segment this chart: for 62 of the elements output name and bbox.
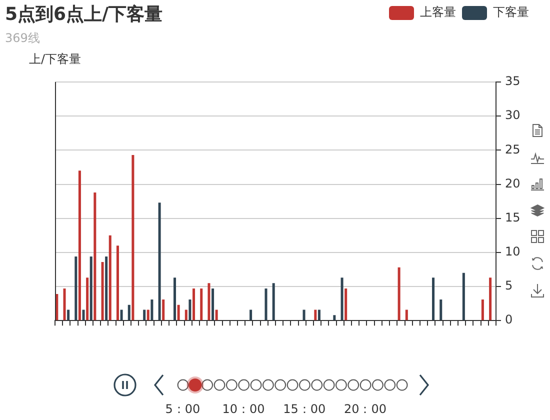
y-tick-label: 20 — [505, 176, 520, 190]
bar — [489, 278, 492, 320]
bar — [432, 278, 435, 320]
bar — [105, 256, 108, 320]
legend-label: 上客量 — [420, 5, 456, 20]
bar — [318, 310, 320, 320]
y-tick-label: 0 — [505, 312, 513, 327]
bar — [67, 310, 70, 320]
bar — [101, 262, 104, 320]
bar — [405, 310, 408, 320]
bar — [250, 310, 252, 320]
bar — [192, 288, 196, 320]
bar — [272, 283, 275, 320]
bar — [440, 299, 442, 320]
bar — [146, 310, 150, 320]
y-tick-label: 25 — [505, 142, 520, 156]
bar — [398, 267, 400, 320]
legend-label: 下客量 — [493, 5, 529, 20]
bar — [314, 310, 317, 320]
text: 20：00 — [344, 402, 387, 416]
bar — [212, 288, 214, 320]
chart-title: 5点到6点上/下客量 — [5, 3, 163, 26]
bar — [462, 272, 465, 320]
bar — [344, 288, 348, 320]
bar — [82, 310, 85, 320]
bar — [340, 278, 344, 320]
bar — [158, 202, 161, 320]
bar — [74, 256, 78, 320]
bar — [63, 288, 66, 320]
text: 5：00 — [165, 402, 200, 416]
bar — [333, 315, 336, 320]
chart-subtitle: 369线 — [5, 30, 40, 47]
y-tick-label: 5 — [505, 278, 513, 293]
bar — [150, 299, 154, 320]
text: 10：00 — [222, 402, 265, 416]
bar — [188, 299, 192, 320]
bar — [90, 256, 92, 320]
y-axis-title: 上/下客量 — [28, 52, 82, 66]
bar — [132, 154, 134, 320]
text: 15：00 — [283, 402, 326, 416]
bar — [78, 170, 81, 320]
bar — [302, 310, 306, 320]
bar — [215, 310, 218, 320]
bar — [174, 278, 176, 320]
bar — [86, 278, 89, 320]
bar — [481, 299, 484, 320]
y-tick-label: 30 — [505, 108, 520, 122]
bar — [143, 310, 146, 320]
bar — [162, 299, 165, 320]
y-tick-label: 10 — [505, 244, 520, 259]
bar — [94, 192, 96, 320]
bar — [264, 288, 268, 320]
bar — [208, 283, 210, 320]
bar — [120, 310, 123, 320]
bar — [184, 310, 188, 320]
y-tick-label: 35 — [505, 74, 520, 88]
bar — [200, 288, 203, 320]
bar — [128, 304, 130, 320]
y-tick-label: 15 — [505, 210, 520, 224]
bar — [177, 304, 180, 320]
bar — [108, 235, 112, 320]
bar — [116, 246, 119, 320]
